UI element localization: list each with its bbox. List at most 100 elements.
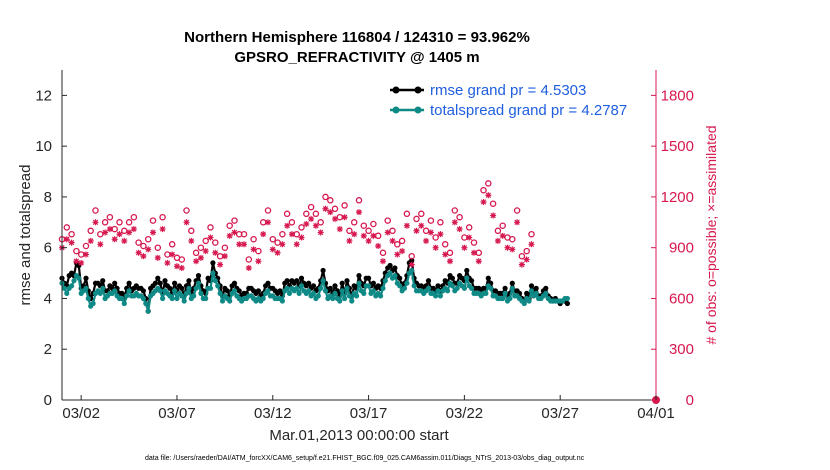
x-tick-label: 03/22 (446, 405, 484, 422)
rmse-point (387, 262, 393, 269)
y-axis-right: 0 300 600 900 1200 1500 1800 (651, 87, 694, 409)
totalspread-point (174, 295, 180, 302)
obs-possible-marker (509, 235, 516, 243)
totalspread-point (449, 283, 455, 289)
obs-possible-marker (513, 207, 521, 214)
obs-possible-marker (341, 202, 348, 209)
obs-assimilated-marker (140, 253, 147, 260)
rmse-point (469, 278, 475, 284)
rmse-point (392, 265, 398, 271)
obs-possible-marker (312, 210, 320, 218)
obs-possible-marker (350, 219, 358, 226)
obs-assimilated-marker (207, 234, 214, 241)
obs-assimilated-marker (432, 244, 439, 251)
obs-possible-marker (154, 244, 162, 251)
obs-possible-marker (398, 237, 406, 245)
obs-possible-marker (465, 224, 473, 231)
rmse-point (533, 285, 539, 291)
y-tick-label: 6 (44, 240, 52, 257)
totalspread-point (521, 300, 527, 307)
obs-assimilated-marker (255, 258, 262, 265)
totalspread-point (320, 278, 326, 284)
totalspread-point (193, 285, 199, 291)
totalspread-point (310, 290, 317, 296)
obs-possible-marker (178, 256, 186, 263)
totalspread-point (69, 283, 75, 289)
obs-assimilated-marker (82, 251, 89, 258)
obs-assimilated-marker (341, 214, 348, 221)
obs-possible-marker (441, 241, 449, 248)
rmse-point (435, 283, 441, 289)
obs-possible-marker (360, 222, 368, 229)
totalspread-point (100, 285, 106, 291)
rmse-point (509, 280, 515, 286)
totalspread-point (231, 288, 238, 294)
obs-assimilated-marker (356, 209, 362, 216)
obs-possible-marker (384, 217, 391, 224)
obs-assimilated-marker (485, 192, 492, 199)
legend-entry-rmse: rmse grand pr = 4.5303 (390, 82, 586, 99)
rmse-point (195, 273, 202, 279)
obs-assimilated-marker (87, 237, 94, 244)
obs-assimilated-marker (298, 234, 305, 241)
obs-assimilated-marker (384, 229, 391, 236)
obs-possible-marker (197, 244, 205, 251)
y-tick-label: 4 (44, 290, 52, 307)
rmse-point (528, 283, 535, 289)
legend: rmse grand pr = 4.5303 totalspread grand… (390, 82, 627, 119)
totalspread-point (543, 290, 549, 296)
totalspread-point (140, 295, 146, 302)
obs-assimilated-marker (370, 232, 377, 239)
y2-tick-label: 600 (669, 290, 694, 307)
obs-possible-marker (212, 239, 219, 246)
obs-assimilated-marker (173, 263, 180, 270)
rmse-point (140, 288, 146, 294)
obs-assimilated-marker (68, 239, 75, 246)
obs-assimilated-marker (451, 219, 458, 226)
obs-assimilated-marker (399, 248, 406, 255)
obs-possible-marker (432, 234, 439, 241)
y-axis-label: rmse and totalspread (17, 165, 34, 306)
obs-possible-marker (456, 213, 463, 221)
y2-axis-label: # of obs: o=possible; ×=assimilated (703, 125, 719, 344)
obs-assimilated-marker (312, 222, 319, 229)
totalspread-point (425, 285, 432, 291)
totalspread-point (71, 278, 77, 284)
rmse-point (366, 275, 372, 281)
obs-possible-marker (269, 235, 277, 243)
totalspread-point (461, 285, 467, 291)
obs-assimilated-marker (375, 243, 382, 249)
y2-tick-label: 1800 (661, 87, 694, 104)
obs-possible-marker (394, 241, 401, 248)
obs-assimilated-marker (183, 219, 190, 226)
obs-possible-marker (451, 207, 459, 214)
rmse-point (524, 290, 530, 296)
obs-assimilated-marker (518, 261, 525, 268)
totalspread-point (380, 285, 386, 291)
chart-title: Northern Hemisphere 116804 / 124310 = 93… (184, 29, 530, 46)
obs-possible-marker (231, 217, 238, 224)
obs-possible-marker (207, 224, 214, 231)
obs-assimilated-marker (121, 237, 128, 244)
obs-possible-marker (87, 227, 94, 235)
y-tick-label: 0 (44, 392, 52, 409)
totalspread-point (509, 285, 515, 291)
obs-assimilated-marker (111, 236, 118, 243)
obs-assimilated-marker (97, 241, 104, 248)
totalspread-point (361, 290, 367, 296)
obs-assimilated-marker (480, 199, 487, 205)
obs-possible-marker (135, 239, 142, 246)
totalspread-point (526, 298, 532, 304)
totalspread-point (344, 285, 350, 291)
obs-assimilated-marker (427, 229, 434, 236)
totalspread-point (502, 290, 508, 296)
rmse-point (152, 280, 158, 286)
rmse-point (327, 285, 333, 291)
obs-possible-marker (245, 256, 253, 263)
y2-tick-label: 300 (669, 341, 694, 358)
rmse-point (294, 278, 300, 284)
obs-possible-marker (418, 210, 425, 218)
obs-assimilated-marker (226, 232, 233, 239)
obs-assimilated-marker (188, 237, 195, 244)
totalspread-point (76, 275, 82, 281)
